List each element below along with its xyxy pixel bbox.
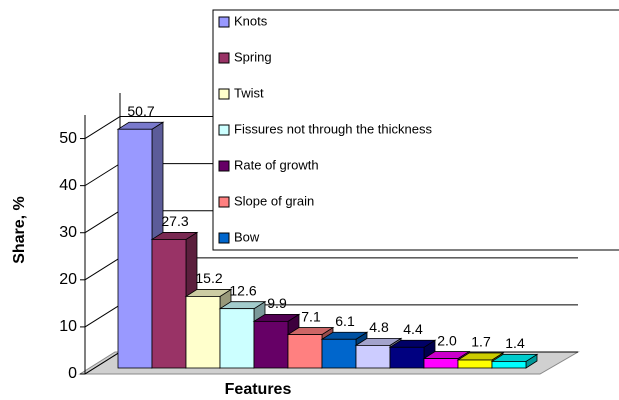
grid-line [84, 116, 121, 139]
legend-box [212, 9, 619, 251]
bar [185, 296, 221, 369]
y-tick-label: 0 [68, 365, 77, 382]
legend-swatch [218, 232, 230, 244]
bar [151, 239, 187, 369]
bar [355, 344, 391, 369]
legend-label: Rate of growth [234, 157, 319, 172]
bar [253, 320, 289, 369]
legend-swatch [218, 160, 230, 172]
value-label: 1.7 [471, 334, 491, 350]
legend-label: Twist [234, 85, 264, 100]
grid-line [84, 163, 121, 187]
legend-label: Knots [234, 13, 268, 28]
grid-line [84, 210, 121, 234]
legend-swatch [218, 88, 230, 100]
value-label: 12.6 [229, 282, 256, 298]
legend-label: Bow [234, 229, 260, 244]
y-tick-label: 20 [59, 271, 77, 288]
bar [287, 334, 323, 369]
value-label: 7.1 [301, 308, 321, 324]
bar [321, 338, 357, 369]
bar [219, 308, 255, 369]
legend-label: Slope of grain [234, 193, 314, 208]
legend-swatch [218, 196, 230, 208]
y-tick-label: 10 [59, 318, 77, 335]
value-label: 2.0 [437, 332, 457, 348]
legend-swatch [218, 124, 230, 136]
bar [423, 358, 459, 369]
legend-label: Fissures not through the thickness [234, 121, 432, 136]
bar [491, 361, 527, 369]
bar [389, 346, 425, 369]
value-label: 9.9 [267, 295, 287, 311]
value-label: 1.4 [505, 335, 525, 351]
x-axis-label: Features [225, 381, 292, 398]
y-tick-label: 50 [59, 130, 77, 147]
legend-swatch [218, 16, 230, 28]
value-label: 50.7 [127, 103, 154, 119]
legend-swatch [218, 52, 230, 64]
grid-line [84, 351, 121, 375]
value-label: 4.8 [369, 319, 389, 335]
y-axis-label: Share, % [11, 196, 28, 264]
value-label: 27.3 [161, 213, 188, 229]
value-label: 6.1 [335, 313, 355, 329]
bar [117, 128, 153, 369]
bar [457, 359, 493, 369]
y-tick-label: 40 [59, 177, 77, 194]
grid-line [84, 304, 121, 328]
value-label: 15.2 [195, 270, 222, 286]
y-tick-label: 30 [59, 224, 77, 241]
grid-line [84, 257, 121, 281]
value-label: 4.4 [403, 321, 423, 337]
legend-label: Spring [234, 49, 272, 64]
